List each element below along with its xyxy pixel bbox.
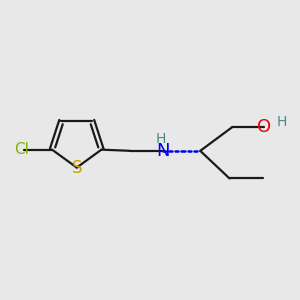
- Text: H: H: [155, 132, 166, 146]
- Text: H: H: [277, 115, 287, 129]
- Text: N: N: [156, 142, 169, 160]
- Text: Cl: Cl: [14, 142, 29, 157]
- Text: S: S: [71, 159, 82, 177]
- Text: O: O: [257, 118, 271, 136]
